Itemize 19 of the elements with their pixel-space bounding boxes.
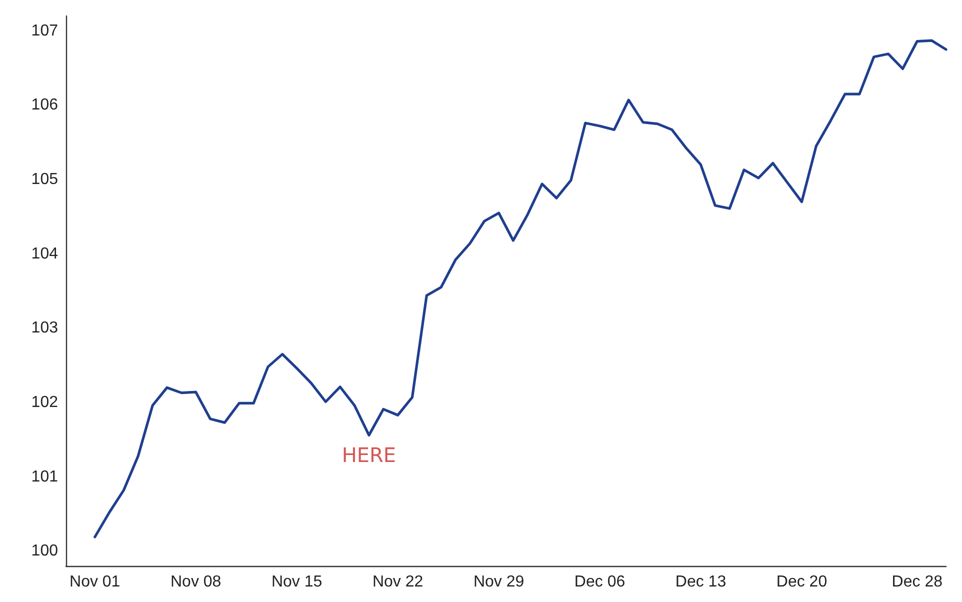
y-tick-label: 101 — [31, 468, 58, 486]
x-tick-label: Nov 29 — [473, 574, 524, 590]
y-tick-label: 104 — [31, 245, 58, 262]
x-tick-label: Nov 15 — [271, 574, 322, 590]
annotation: HERE — [342, 443, 396, 468]
y-tick-label: 100 — [31, 542, 58, 560]
y-tick-label: 105 — [31, 171, 58, 188]
x-tick-label: Dec 28 — [892, 574, 943, 590]
y-tick-label: 106 — [31, 96, 58, 114]
x-tick-label: Dec 20 — [776, 574, 828, 590]
x-tick-label: Nov 08 — [170, 574, 222, 590]
x-tick-label: Dec 06 — [574, 574, 626, 590]
y-tick-label: 102 — [31, 394, 58, 411]
y-tick-label: 103 — [31, 320, 58, 337]
line-series — [94, 39, 948, 538]
x-tick-label: Nov 22 — [372, 574, 424, 590]
x-tick-label: Dec 13 — [675, 574, 726, 590]
y-tick-label: 107 — [31, 22, 58, 40]
x-tick-label: Nov 01 — [70, 574, 120, 590]
